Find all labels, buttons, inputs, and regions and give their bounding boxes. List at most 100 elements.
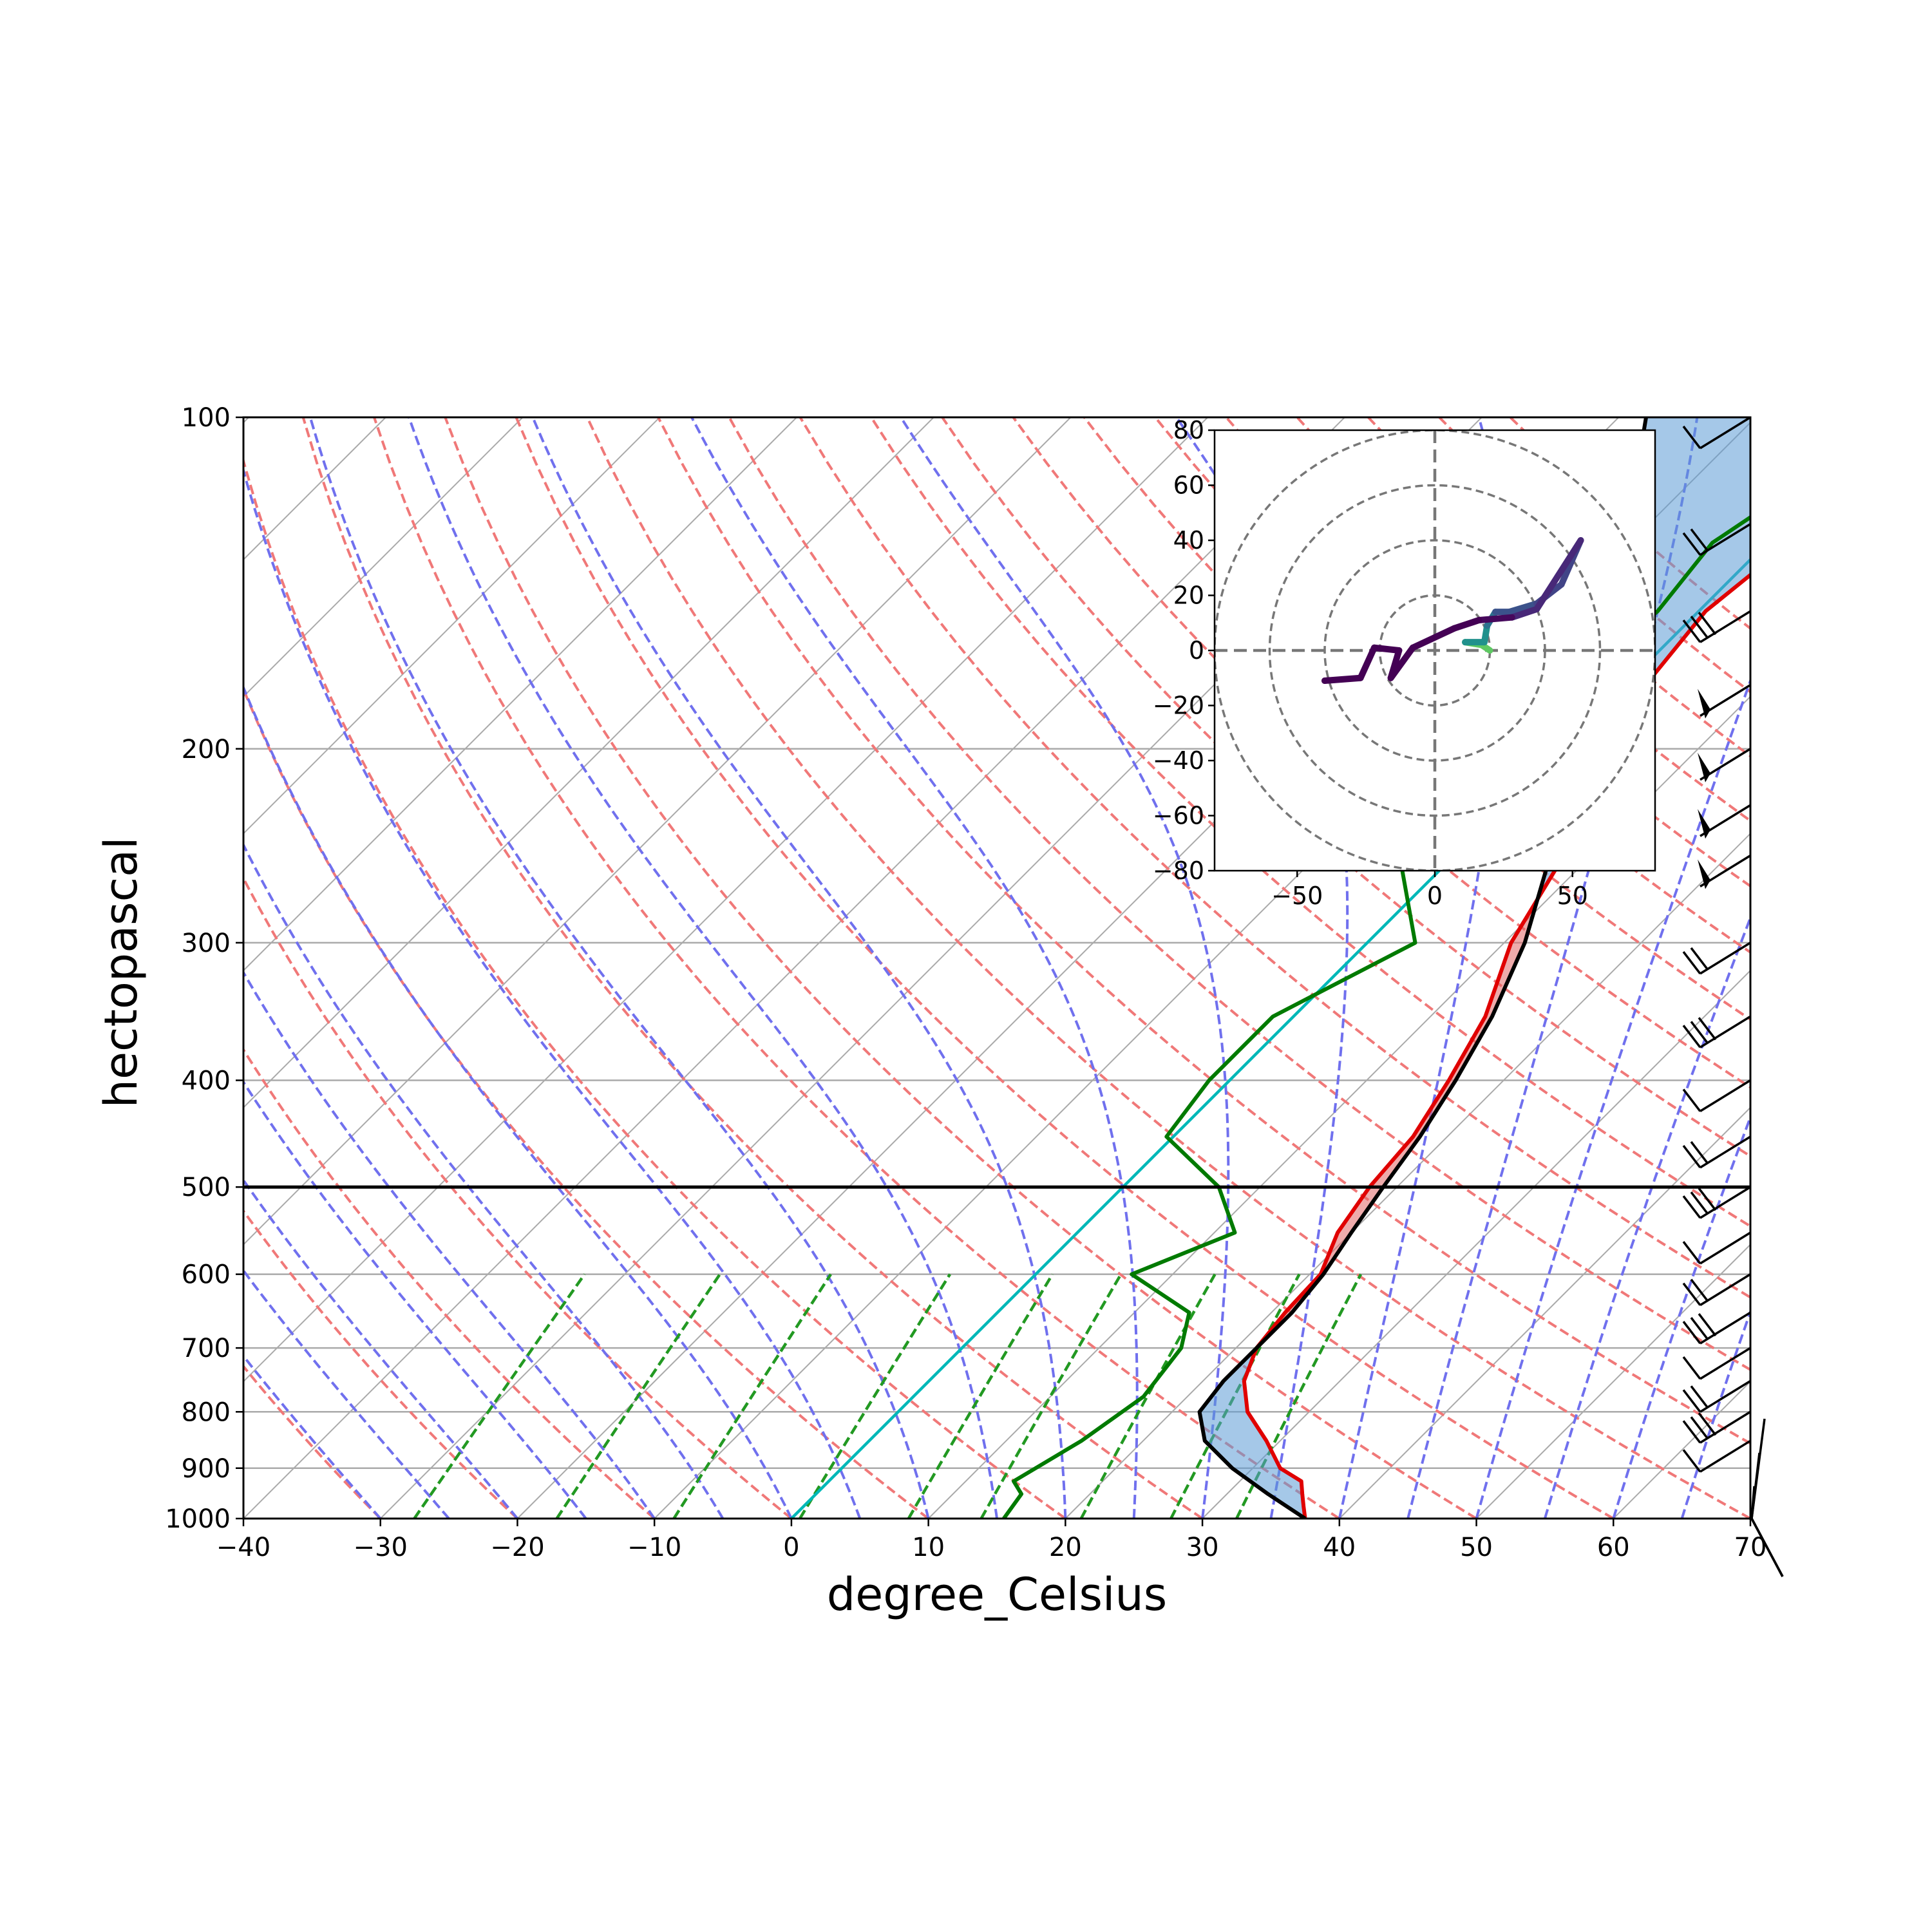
wind-barb	[1682, 610, 1751, 643]
hodograph-inset: 80 60 40 20 0 −20 −40 −60 −80 −50 0 50	[1153, 416, 1656, 910]
dry-adiabat	[657, 417, 1750, 1445]
hodograph-x-tick-label: 0	[1427, 882, 1443, 910]
mixing-ratio-line	[413, 1273, 586, 1519]
dry-adiabat	[728, 417, 1750, 1372]
hodograph-x-tick-label: −50	[1271, 882, 1323, 910]
x-tick-label: 0	[783, 1533, 799, 1562]
hodograph-segment	[1357, 644, 1378, 681]
y-tick-label: 700	[182, 1334, 231, 1363]
hodograph-y-tick-label: −80	[1153, 857, 1204, 885]
wind-barb	[1698, 684, 1751, 719]
moist-adiabat	[243, 466, 862, 1519]
isotherm-gridline	[243, 417, 1208, 1383]
y-tick-label: 500	[182, 1173, 231, 1202]
moist-adiabat	[243, 1354, 382, 1519]
hodograph-x-tick-label: 50	[1557, 882, 1588, 910]
dry-adiabat	[515, 417, 1615, 1519]
hodograph-segment	[1506, 600, 1540, 616]
y-tick-label: 800	[182, 1397, 231, 1427]
hodograph-segment	[1475, 614, 1515, 623]
dry-adiabat	[243, 1209, 518, 1519]
hodograph-segment	[1533, 537, 1584, 612]
wind-barb	[1682, 942, 1751, 975]
wind-barb	[1682, 523, 1751, 556]
y-axis-title: hectopascal	[95, 837, 147, 1108]
wind-barb	[1682, 1231, 1751, 1265]
moist-adiabat	[531, 417, 1067, 1519]
wind-barb	[1682, 1135, 1751, 1169]
dry-adiabat	[243, 875, 793, 1519]
mixing-ratio-line	[555, 1273, 721, 1519]
wind-barb	[1698, 804, 1751, 839]
moist-adiabat	[243, 1079, 587, 1519]
hodograph-segment	[1370, 644, 1403, 654]
isotherm-gridline	[1065, 832, 1750, 1519]
hodograph-segment	[1387, 647, 1403, 681]
wind-barb	[1698, 854, 1751, 889]
hodograph-segment	[1508, 605, 1540, 621]
x-tick-label: 40	[1323, 1533, 1356, 1562]
skewt-frame	[242, 416, 1752, 1520]
isotherm-gridline	[1750, 417, 1932, 1519]
moist-adiabat	[1749, 1514, 1750, 1519]
x-tick-label: −30	[354, 1533, 408, 1562]
mixing-ratio-line	[1235, 1273, 1363, 1519]
y-tick-label: 1000	[165, 1504, 231, 1534]
moist-adiabat	[1475, 677, 1750, 1519]
dry-adiabat	[373, 417, 1340, 1519]
moist-adiabat	[690, 417, 1139, 1519]
isotherm-gridline	[1475, 1244, 1750, 1519]
isotherm-gridline	[243, 417, 797, 972]
moist-adiabat	[408, 417, 998, 1519]
isotherm-gridline	[243, 417, 524, 698]
mixing-ratio-line	[672, 1273, 832, 1519]
hodograph-y-tick-label: 80	[1173, 416, 1204, 444]
hodograph-y-tick-label: 40	[1173, 526, 1204, 554]
y-tick-label: 200	[182, 735, 231, 764]
isotherm-gridline	[243, 417, 934, 1109]
wind-barb	[1682, 1311, 1751, 1345]
x-tick-label: −10	[627, 1533, 681, 1562]
moist-adiabat	[308, 417, 930, 1519]
moist-adiabat	[1338, 417, 1506, 1519]
isotherm-gridline	[243, 417, 1072, 1245]
wind-barb	[1682, 1410, 1751, 1444]
moist-adiabat	[243, 1178, 519, 1519]
hodograph-plot-area	[1215, 430, 1655, 871]
x-tick-label: 50	[1460, 1533, 1493, 1562]
wind-barb	[1698, 748, 1751, 782]
y-tick-label: 300	[182, 929, 231, 958]
dry-adiabat	[243, 1364, 382, 1519]
isotherm-gridline	[1339, 1106, 1750, 1519]
mixing-ratio-line	[799, 1273, 952, 1519]
dry-adiabat	[444, 417, 1477, 1519]
moist-adiabat	[243, 684, 793, 1519]
hodograph-y-tick-label: −40	[1153, 746, 1204, 775]
hodograph-y-tick-label: 20	[1173, 582, 1204, 610]
isotherm-gridline	[243, 417, 661, 835]
x-tick-label: −40	[216, 1533, 270, 1562]
wind-barb	[1682, 1439, 1751, 1473]
x-tick-label: 30	[1186, 1533, 1219, 1562]
x-tick-label: −20	[490, 1533, 544, 1562]
hodograph-ring	[1268, 484, 1602, 817]
x-tick-label: 20	[1049, 1533, 1082, 1562]
plot-frame	[242, 416, 1752, 1520]
wind-barbs	[1682, 416, 1784, 1577]
wind-barb	[1682, 1079, 1751, 1113]
hodograph-segment	[1409, 625, 1457, 651]
dry-adiabat	[243, 455, 1066, 1519]
dry-adiabat	[243, 685, 929, 1519]
wind-barb	[1682, 1379, 1751, 1413]
moist-adiabat	[1612, 1113, 1750, 1519]
y-tick-label: 900	[182, 1454, 231, 1484]
moist-adiabat	[1543, 914, 1750, 1519]
hodograph-segment	[1450, 616, 1482, 632]
wind-barb	[1682, 1186, 1751, 1219]
dry-adiabat	[799, 417, 1750, 1299]
wind-barb	[1682, 1347, 1751, 1380]
hodograph-y-tick-label: 60	[1173, 471, 1204, 500]
hodograph-y-tick-label: 0	[1189, 636, 1204, 665]
